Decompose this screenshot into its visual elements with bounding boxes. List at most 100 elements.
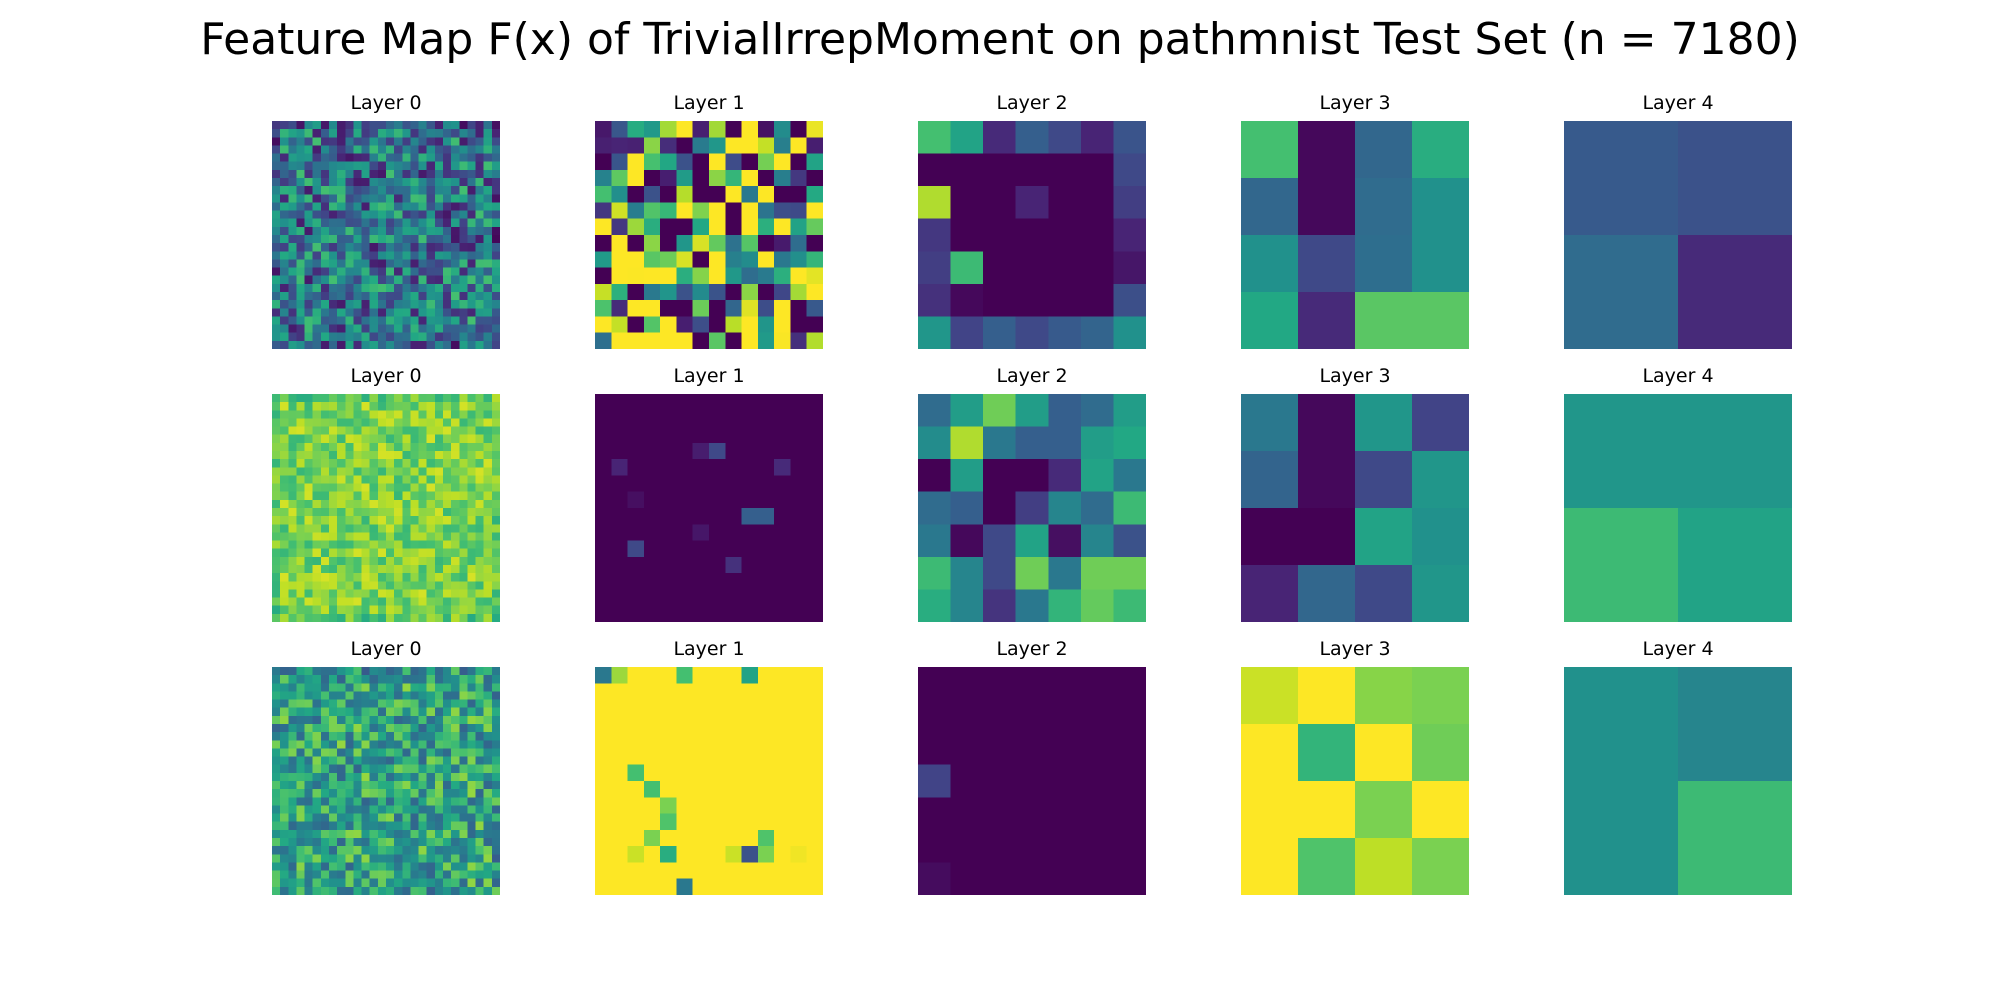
heatmap-cell xyxy=(627,283,645,301)
heatmap-cell xyxy=(280,475,289,484)
heatmap-cell xyxy=(459,137,468,146)
heatmap-cell xyxy=(741,202,759,220)
heatmap-cell xyxy=(1080,667,1114,700)
heatmap-cell xyxy=(692,475,710,493)
heatmap-cell xyxy=(272,846,281,855)
heatmap-cell xyxy=(386,613,395,622)
heatmap-cell xyxy=(611,813,628,831)
heatmap-cell xyxy=(320,605,330,615)
heatmap-cell xyxy=(1113,153,1146,187)
heatmap-cell xyxy=(361,683,371,692)
heatmap-cell xyxy=(345,589,354,598)
heatmap-cell xyxy=(434,764,444,774)
heatmap-cell xyxy=(627,732,645,749)
heatmap-cell xyxy=(451,748,460,757)
heatmap-cell xyxy=(491,332,500,342)
heatmap-cell xyxy=(418,548,428,558)
heatmap-cell xyxy=(418,597,428,607)
heatmap-cell xyxy=(725,169,742,187)
heatmap-cell xyxy=(386,324,395,334)
heatmap-cell xyxy=(361,748,371,757)
heatmap-cell xyxy=(320,161,330,171)
heatmap-cell xyxy=(329,581,338,590)
heatmap-cell xyxy=(280,467,289,476)
heatmap-cell xyxy=(1298,292,1356,349)
heatmap-cell xyxy=(426,426,436,436)
heatmap-cell xyxy=(312,870,322,880)
heatmap-cell xyxy=(337,862,346,871)
heatmap-cell xyxy=(483,483,493,493)
heatmap-cell xyxy=(467,169,476,179)
heatmap-cell xyxy=(451,675,460,684)
heatmap-cell xyxy=(483,467,493,476)
heatmap-cell xyxy=(288,565,297,574)
heatmap-cell xyxy=(1015,394,1049,427)
heatmap-cell xyxy=(1355,565,1413,622)
heatmap-cell xyxy=(377,451,387,460)
heatmap-cell xyxy=(353,789,362,798)
heatmap-cell xyxy=(304,548,314,558)
heatmap-cell xyxy=(434,870,444,880)
heatmap-cell xyxy=(329,434,338,444)
heatmap-cell xyxy=(312,715,322,725)
heatmap-cell xyxy=(369,589,379,598)
heatmap-cell xyxy=(320,153,330,163)
heatmap-cell xyxy=(386,137,395,146)
heatmap-cell xyxy=(725,524,742,541)
heatmap-cell xyxy=(337,589,346,598)
heatmap-cell xyxy=(320,854,330,863)
heatmap-cell xyxy=(451,402,460,411)
heatmap-cell xyxy=(950,862,984,895)
heatmap-cell xyxy=(774,121,791,138)
heatmap-cell xyxy=(491,772,500,782)
heatmap-cell xyxy=(353,340,362,349)
heatmap-cell xyxy=(272,483,281,493)
heatmap-cell xyxy=(1113,316,1146,349)
heatmap-cell xyxy=(329,805,338,814)
heatmap-panel: Layer 4 xyxy=(1564,92,1792,349)
heatmap-cell xyxy=(337,178,346,187)
heatmap-cell xyxy=(369,532,379,541)
heatmap-cell xyxy=(304,508,314,517)
heatmap-cell xyxy=(491,153,500,163)
heatmap-cell xyxy=(595,442,612,460)
heatmap-cell xyxy=(280,169,289,179)
heatmap-cell xyxy=(345,499,354,509)
heatmap-cell xyxy=(443,475,452,484)
heatmap-cell xyxy=(337,499,346,509)
heatmap-cell xyxy=(1113,426,1146,460)
heatmap-cell xyxy=(320,332,330,342)
heatmap-cell xyxy=(467,267,476,277)
heatmap-cell xyxy=(483,499,493,509)
heatmap-cell xyxy=(280,605,289,615)
heatmap-cell xyxy=(725,394,742,411)
heatmap-cell xyxy=(426,283,436,293)
heatmap-cell xyxy=(329,153,338,163)
heatmap-cell xyxy=(475,475,485,484)
heatmap-cell xyxy=(418,418,428,427)
heatmap-cell xyxy=(272,316,281,325)
heatmap-cell xyxy=(475,161,485,171)
heatmap-cell xyxy=(394,683,403,692)
heatmap-cell xyxy=(611,300,628,317)
heatmap-cell xyxy=(312,194,322,203)
heatmap-cell xyxy=(353,210,362,220)
heatmap-cell xyxy=(806,540,823,558)
heatmap-cell xyxy=(627,829,645,847)
heatmap-cell xyxy=(402,508,411,517)
heatmap-cell xyxy=(320,218,330,228)
heatmap-cell xyxy=(741,797,759,814)
heatmap-cell xyxy=(369,854,379,863)
heatmap-cell xyxy=(709,748,726,766)
heatmap-cell xyxy=(280,451,289,460)
heatmap-cell xyxy=(361,724,371,733)
heatmap-cell xyxy=(483,789,493,798)
heatmap-cell xyxy=(280,589,289,598)
heatmap-cell xyxy=(790,300,808,317)
heatmap-cell xyxy=(611,797,628,814)
heatmap-cell xyxy=(329,259,338,268)
heatmap-cell xyxy=(272,332,281,342)
heatmap-cell xyxy=(475,426,485,436)
heatmap-cell xyxy=(272,340,281,349)
